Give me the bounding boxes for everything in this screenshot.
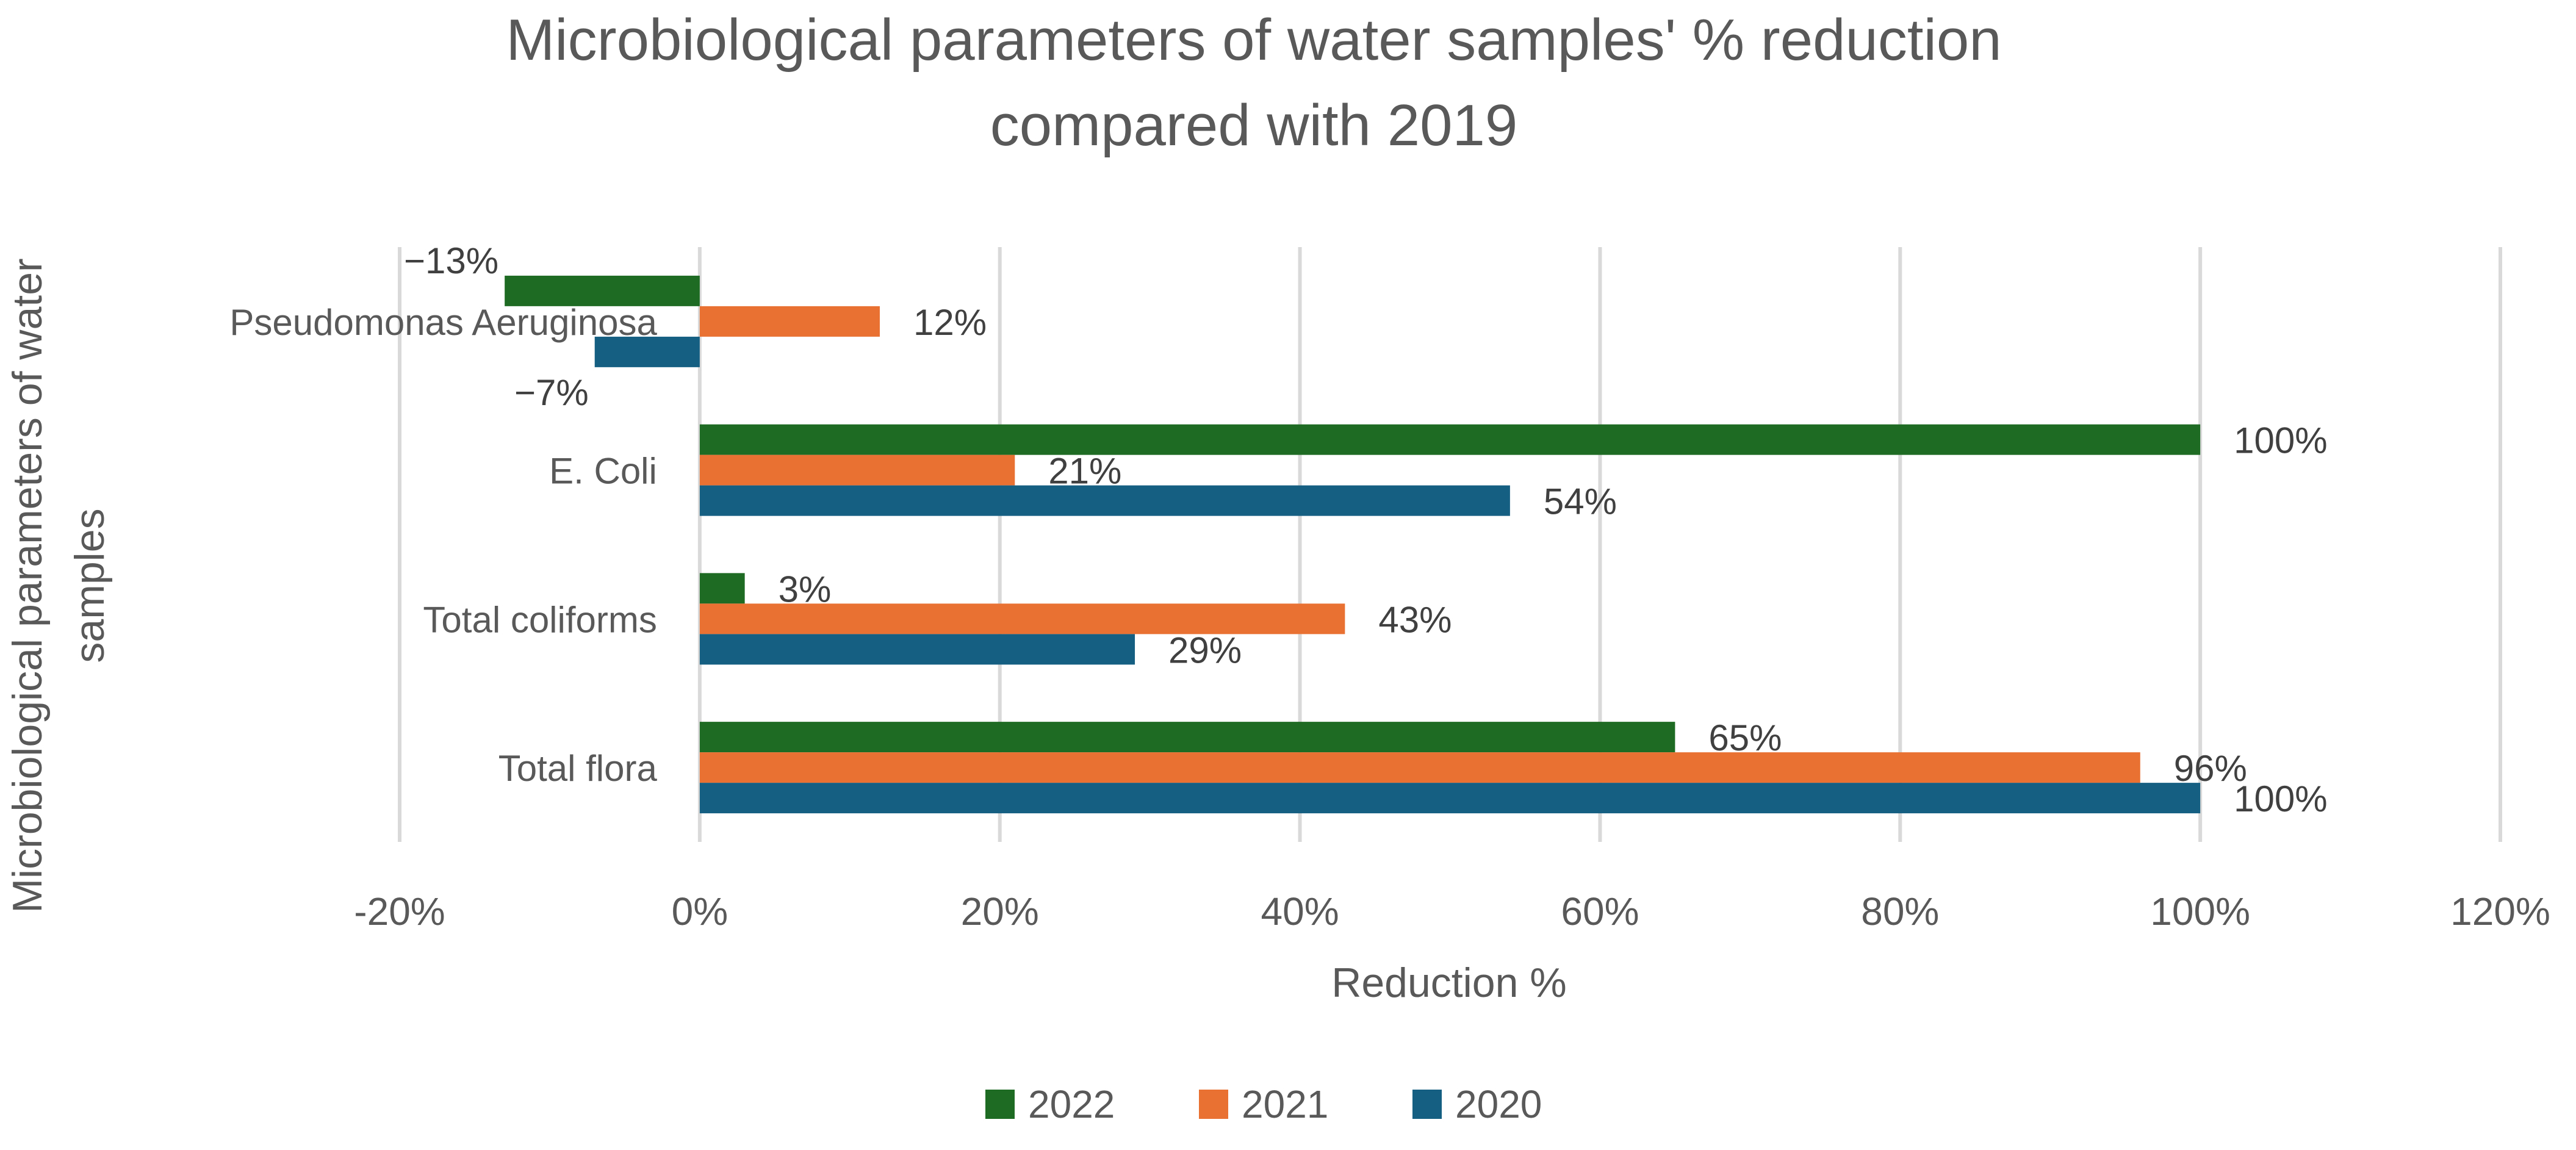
category-label: E. Coli <box>549 451 657 492</box>
bar-2021 <box>699 306 880 337</box>
x-tick-label: 0% <box>672 889 729 933</box>
data-label: 54% <box>1544 481 1617 522</box>
data-label: 43% <box>1378 599 1452 640</box>
data-label: 100% <box>2234 778 2327 819</box>
chart-title-line-1: Microbiological parameters of water samp… <box>506 7 2001 73</box>
chart-title-line-2: compared with 2019 <box>990 93 1518 158</box>
bar-2022 <box>699 722 1675 753</box>
bar-2020 <box>594 336 700 367</box>
category-label: Total coliforms <box>423 599 657 640</box>
category-label: Total flora <box>498 748 658 789</box>
legend-swatch-2021 <box>1199 1090 1228 1119</box>
y-axis-title-line-2: samples <box>67 508 113 663</box>
x-tick-label: 40% <box>1261 889 1339 933</box>
bar-2020 <box>699 485 1510 516</box>
data-label: 96% <box>2174 748 2247 789</box>
data-label: 65% <box>1708 717 1782 758</box>
y-axis-title-line-1: Microbiological parameters of water <box>4 258 51 913</box>
data-label: −13% <box>404 240 498 281</box>
x-tick-label: 60% <box>1561 889 1639 933</box>
x-tick-label: 20% <box>961 889 1039 933</box>
x-tick-label: -20% <box>354 889 445 933</box>
bar-2022 <box>699 424 2201 455</box>
bar-2020 <box>699 634 1135 665</box>
data-label: 3% <box>779 569 832 609</box>
y-axis-categories: Pseudomonas Aeruginosa E. Coli Total colif… <box>229 302 657 789</box>
legend-swatch-2022 <box>985 1090 1015 1119</box>
bar-2021 <box>699 455 1015 486</box>
x-axis-ticks: -20% 0% 20% 40% 60% 80% 100% 120% <box>354 889 2550 933</box>
legend-swatch-2020 <box>1412 1090 1442 1119</box>
data-label: 21% <box>1048 451 1121 492</box>
bar-2022 <box>699 573 745 604</box>
bar-2021 <box>699 603 1345 634</box>
x-tick-label: 120% <box>2450 889 2550 933</box>
legend-label: 2021 <box>1242 1082 1328 1126</box>
bar-2020 <box>699 783 2201 814</box>
bar-2022 <box>505 275 700 306</box>
x-axis-title: Reduction % <box>1331 960 1567 1006</box>
legend-label: 2022 <box>1028 1082 1115 1126</box>
data-label: 29% <box>1168 630 1242 670</box>
data-labels: −13%12%−7%100%21%54%3%43%29%65%96%100% <box>404 240 2328 819</box>
data-label: 100% <box>2234 420 2327 461</box>
bars <box>505 275 2201 814</box>
data-label: −7% <box>514 372 589 413</box>
legend: 2022 2021 2020 <box>985 1082 1542 1126</box>
x-tick-label: 80% <box>1861 889 1939 933</box>
bar-2021 <box>699 752 2140 783</box>
legend-label: 2020 <box>1455 1082 1542 1126</box>
category-label: Pseudomonas Aeruginosa <box>229 302 657 343</box>
x-tick-label: 100% <box>2150 889 2250 933</box>
data-label: 12% <box>913 302 987 343</box>
